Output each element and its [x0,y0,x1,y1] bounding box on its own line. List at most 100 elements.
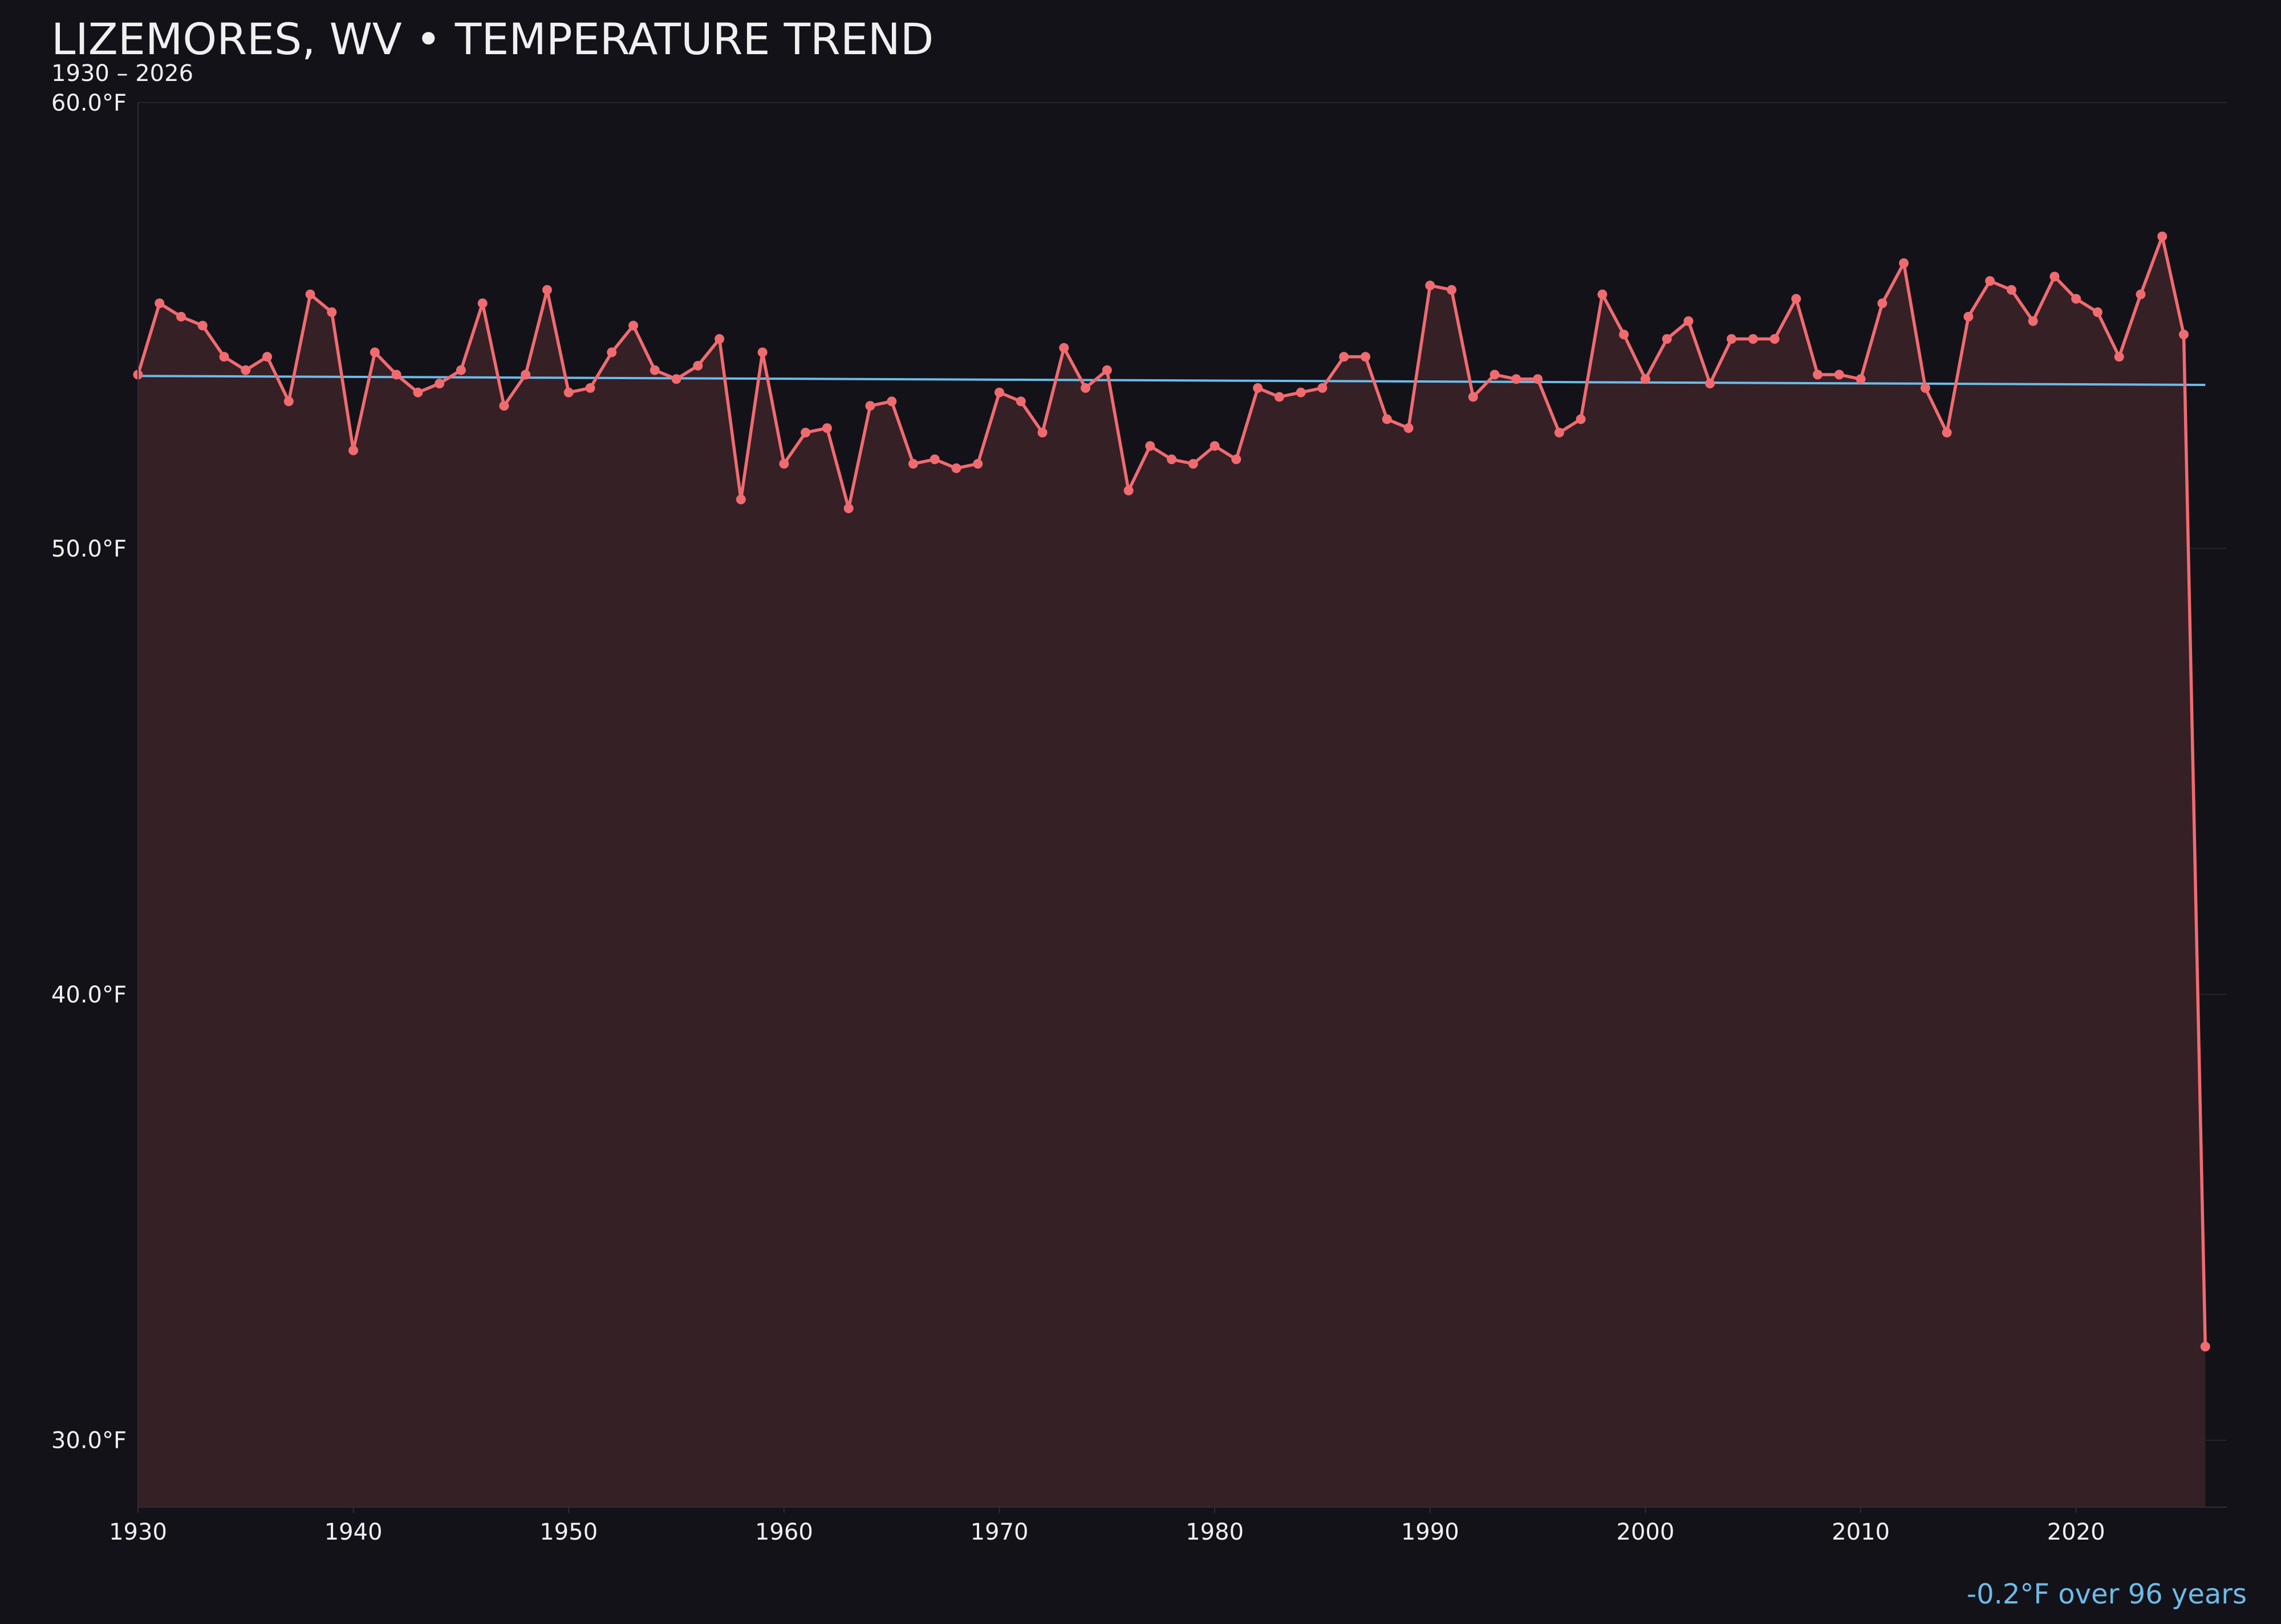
data-point-1992 [1468,392,1478,402]
data-point-1978 [1167,454,1177,465]
data-point-1945 [456,365,466,375]
data-point-2012 [1899,258,1909,268]
data-point-2002 [1683,316,1694,326]
temperature-area [138,236,2206,1507]
data-point-2004 [1726,334,1736,344]
data-point-1980 [1210,441,1220,451]
data-point-1933 [197,320,208,331]
data-point-1982 [1253,383,1263,393]
data-point-1950 [563,387,574,397]
x-tick-label: 1930 [109,1519,167,1545]
data-point-2001 [1662,334,1672,344]
data-point-2025 [2178,330,2189,340]
data-point-1948 [521,370,531,380]
data-point-2026 [2200,1342,2210,1352]
data-point-1977 [1145,441,1155,451]
data-point-1986 [1339,352,1349,362]
x-tick-label: 1970 [971,1519,1029,1545]
chart-subtitle: 1930 – 2026 [51,60,193,87]
x-tick-label: 2020 [2047,1519,2105,1545]
data-point-1983 [1274,392,1284,402]
data-point-1934 [219,352,229,362]
data-point-1985 [1317,383,1328,393]
x-tick-label: 1960 [755,1519,813,1545]
data-point-2024 [2157,232,2168,242]
y-tick-label: 60.0°F [51,90,127,116]
data-point-1951 [585,383,595,393]
data-point-2019 [2049,271,2060,282]
data-point-2023 [2136,289,2146,299]
data-point-1973 [1059,343,1069,353]
y-tick-label: 50.0°F [51,536,127,562]
data-point-1971 [1016,396,1026,407]
data-point-1979 [1188,458,1198,469]
data-point-1956 [693,360,703,371]
data-point-1957 [715,334,725,344]
data-point-1952 [607,347,617,358]
data-point-1972 [1037,428,1048,438]
data-point-1999 [1619,330,1629,340]
points-layer [133,232,2210,1352]
data-point-1987 [1360,352,1370,362]
data-point-1981 [1231,454,1241,465]
data-point-1974 [1081,383,1091,393]
data-point-1941 [370,347,380,358]
data-point-1967 [930,454,940,465]
data-point-1942 [391,370,401,380]
area-layer [138,236,2206,1507]
data-point-1968 [951,463,961,473]
data-point-1996 [1554,428,1564,438]
data-point-1944 [435,379,445,389]
data-point-2017 [2006,285,2016,295]
data-point-2009 [1834,370,1844,380]
x-tick-label: 2010 [1832,1519,1890,1545]
data-point-1997 [1576,414,1586,424]
data-point-1940 [348,445,359,456]
data-point-1964 [865,401,875,411]
data-point-1938 [305,289,315,299]
y-tick-label: 30.0°F [51,1428,127,1454]
x-tick-label: 1940 [324,1519,383,1545]
data-point-2008 [1813,370,1823,380]
chart-title: LIZEMORES, WV • TEMPERATURE TREND [51,14,933,64]
data-point-1949 [542,285,552,295]
data-point-1993 [1489,370,1500,380]
data-point-1988 [1382,414,1392,424]
data-point-1962 [822,423,832,433]
data-point-1976 [1123,485,1134,496]
data-point-1954 [650,365,660,375]
axis-layer: 30.0°F 40.0°F 50.0°F 60.0°F 1930 1940 1950 1960… [51,90,2227,1545]
data-point-2020 [2071,294,2081,304]
x-tick-label: 1980 [1186,1519,1244,1545]
data-point-1995 [1533,374,1543,384]
data-point-1953 [628,320,639,331]
data-point-1937 [283,396,294,407]
data-point-1998 [1597,289,1608,299]
data-point-1932 [176,311,186,322]
data-point-2018 [2028,316,2038,326]
data-point-1936 [262,352,273,362]
data-point-1939 [327,307,337,317]
data-point-1989 [1403,423,1414,433]
data-point-2006 [1769,334,1780,344]
data-point-1959 [757,347,768,358]
data-point-1947 [499,401,509,411]
data-point-1969 [973,458,983,469]
trend-note: -0.2°F over 96 years [1967,1578,2247,1610]
data-point-1946 [477,298,488,308]
data-point-2014 [1942,428,1952,438]
data-point-2010 [1856,374,1866,384]
data-point-1990 [1425,281,1435,291]
data-point-1975 [1102,365,1112,375]
data-point-2005 [1748,334,1758,344]
data-point-1994 [1511,374,1521,384]
data-point-1961 [801,428,811,438]
data-point-2007 [1791,294,1801,304]
data-point-2013 [1920,383,1930,393]
data-point-1935 [241,365,251,375]
y-tick-label: 40.0°F [51,982,127,1008]
data-point-1966 [908,458,918,469]
x-tick-label: 1990 [1401,1519,1459,1545]
x-tick-label: 2000 [1617,1519,1675,1545]
